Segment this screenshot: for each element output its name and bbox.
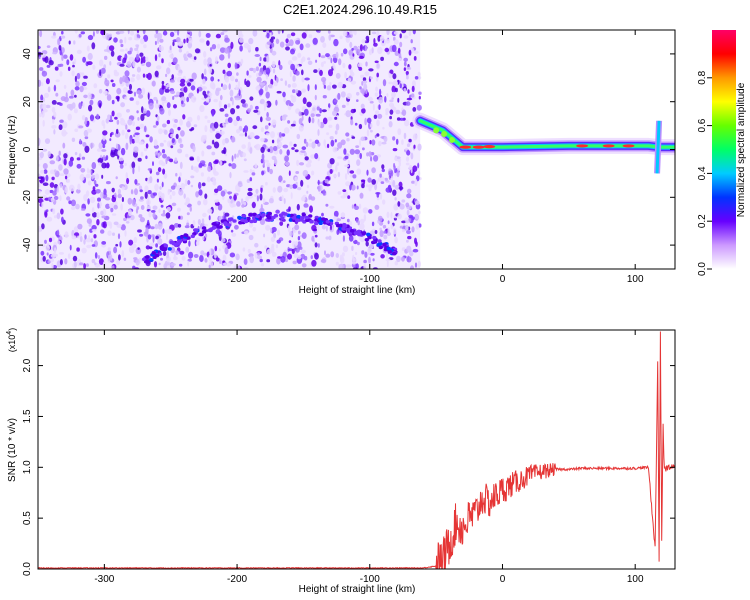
x-tick-label: -300 bbox=[94, 274, 114, 285]
spectrogram-plot-area bbox=[38, 30, 675, 269]
snr-y-axis: 0.0 0.5 1.0 1.5 2.0 bbox=[22, 358, 675, 576]
snr-multiplier-suffix: ) bbox=[7, 328, 17, 331]
y-tick-label: 0.0 bbox=[22, 562, 33, 576]
colorbar-axis: 0.0 0.2 0.4 0.6 0.8 bbox=[697, 70, 712, 276]
y-tick-label: 2.0 bbox=[22, 358, 33, 372]
x-tick-label: 100 bbox=[627, 574, 644, 585]
y-tick-label: 0 bbox=[22, 146, 33, 152]
colorbar-tick-label: 0.0 bbox=[697, 262, 708, 276]
colorbar-tick-label: 0.8 bbox=[697, 70, 708, 84]
arc-band bbox=[142, 211, 398, 264]
snr-line bbox=[38, 331, 675, 569]
snr-multiplier-prefix: (x10 bbox=[7, 335, 17, 353]
y-tick-label: 0.5 bbox=[22, 511, 33, 525]
snr-x-label: Height of straight line (km) bbox=[299, 584, 416, 595]
y-tick-label: 40 bbox=[22, 48, 33, 60]
x-tick-label: -100 bbox=[360, 274, 380, 285]
x-tick-label: 0 bbox=[500, 274, 506, 285]
snr-multiplier-exponent: 4 bbox=[6, 331, 13, 335]
spectrogram-x-label: Height of straight line (km) bbox=[299, 285, 416, 296]
svg-text:(x104): (x104) bbox=[6, 328, 17, 352]
colorbar: 0.0 0.2 0.4 0.6 0.8 Normalized spectral ampl… bbox=[697, 30, 747, 276]
snr-panel: -300 -200 -100 0 100 0.0 0.5 1.0 1.5 2.0 Height … bbox=[6, 328, 676, 595]
y-tick-label: -20 bbox=[22, 190, 33, 205]
colorbar-tick-label: 0.6 bbox=[697, 118, 708, 132]
snr-x-axis: -300 -200 -100 0 100 bbox=[94, 330, 644, 585]
x-tick-label: -100 bbox=[360, 574, 380, 585]
y-tick-label: 1.5 bbox=[22, 409, 33, 423]
colorbar-label: Normalized spectral amplitude bbox=[736, 82, 747, 217]
x-tick-label: -200 bbox=[227, 574, 247, 585]
spectrogram-x-axis: -300 -200 -100 0 100 bbox=[94, 30, 644, 285]
snr-multiplier-label: (x104) bbox=[6, 328, 17, 352]
x-tick-label: 100 bbox=[627, 274, 644, 285]
y-tick-label: -40 bbox=[22, 237, 33, 252]
colorbar-gradient bbox=[712, 30, 736, 269]
snr-plot-area bbox=[38, 331, 675, 569]
y-tick-label: 20 bbox=[22, 96, 33, 108]
snr-frame bbox=[37, 329, 676, 570]
snr-y-label: SNR (10 * v/v) bbox=[7, 418, 18, 482]
x-tick-label: -300 bbox=[94, 574, 114, 585]
x-tick-label: 0 bbox=[500, 574, 506, 585]
colorbar-tick-label: 0.4 bbox=[697, 166, 708, 180]
spike-core bbox=[655, 120, 661, 174]
spectrogram-y-label: Frequency (Hz) bbox=[7, 116, 18, 185]
colorbar-tick-label: 0.2 bbox=[697, 214, 708, 228]
spectrogram-y-axis: -40 -20 0 20 40 bbox=[22, 48, 675, 252]
y-tick-label: 1.0 bbox=[22, 460, 33, 474]
trace-hotspots bbox=[433, 127, 635, 149]
x-tick-label: -200 bbox=[227, 274, 247, 285]
figure-title: C2E1.2024.296.10.49.R15 bbox=[283, 2, 437, 17]
